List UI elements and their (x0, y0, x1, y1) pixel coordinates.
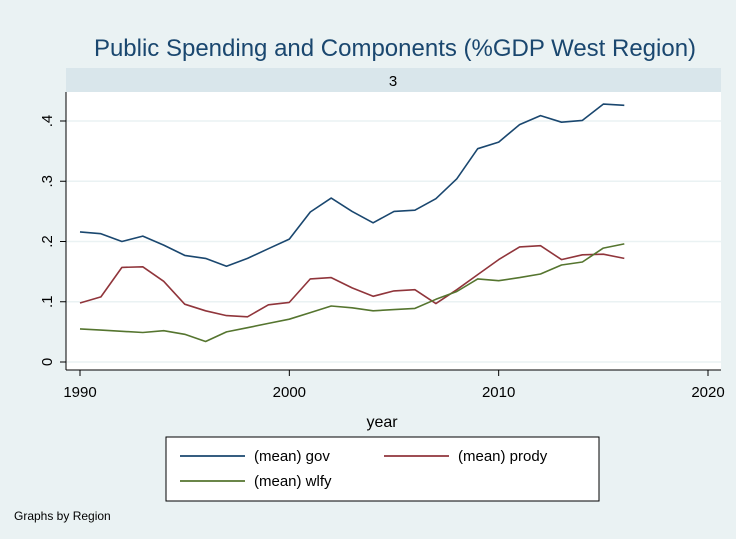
series-lines (79, 103, 625, 343)
x-axis-title: year (366, 414, 398, 431)
panel-label: 3 (389, 73, 397, 90)
y-tick-label: 0 (39, 358, 56, 366)
series-line-1 (79, 103, 625, 268)
y-tick-label: .1 (39, 295, 56, 308)
plot-area (66, 92, 721, 370)
chart-title: Public Spending and Components (%GDP Wes… (94, 35, 696, 62)
x-tick-label: 1990 (63, 384, 96, 401)
y-tick-label: .3 (39, 175, 56, 188)
series-line-3 (79, 243, 625, 343)
grid-lines (66, 120, 721, 363)
panel-header (66, 68, 721, 92)
legend-box (165, 436, 600, 502)
y-tick-label: .4 (39, 115, 56, 128)
x-tick-label: 2020 (691, 384, 724, 401)
legend-label: (mean) wlfy (254, 473, 332, 490)
graph-note: Graphs by Region (14, 509, 111, 523)
legend-label: (mean) prody (458, 448, 548, 465)
y-axis-ticks: 0 .1 .2 .3 .4 (39, 115, 66, 366)
y-tick-label: .2 (39, 235, 56, 248)
x-tick-label: 2010 (482, 384, 515, 401)
x-axis-ticks: 1990 2000 2010 2020 (63, 370, 725, 401)
legend-label: (mean) gov (254, 448, 330, 465)
series-line-2 (79, 244, 625, 318)
legend: (mean) gov (mean) prody (mean) wlfy (180, 448, 548, 490)
x-tick-label: 2000 (273, 384, 306, 401)
